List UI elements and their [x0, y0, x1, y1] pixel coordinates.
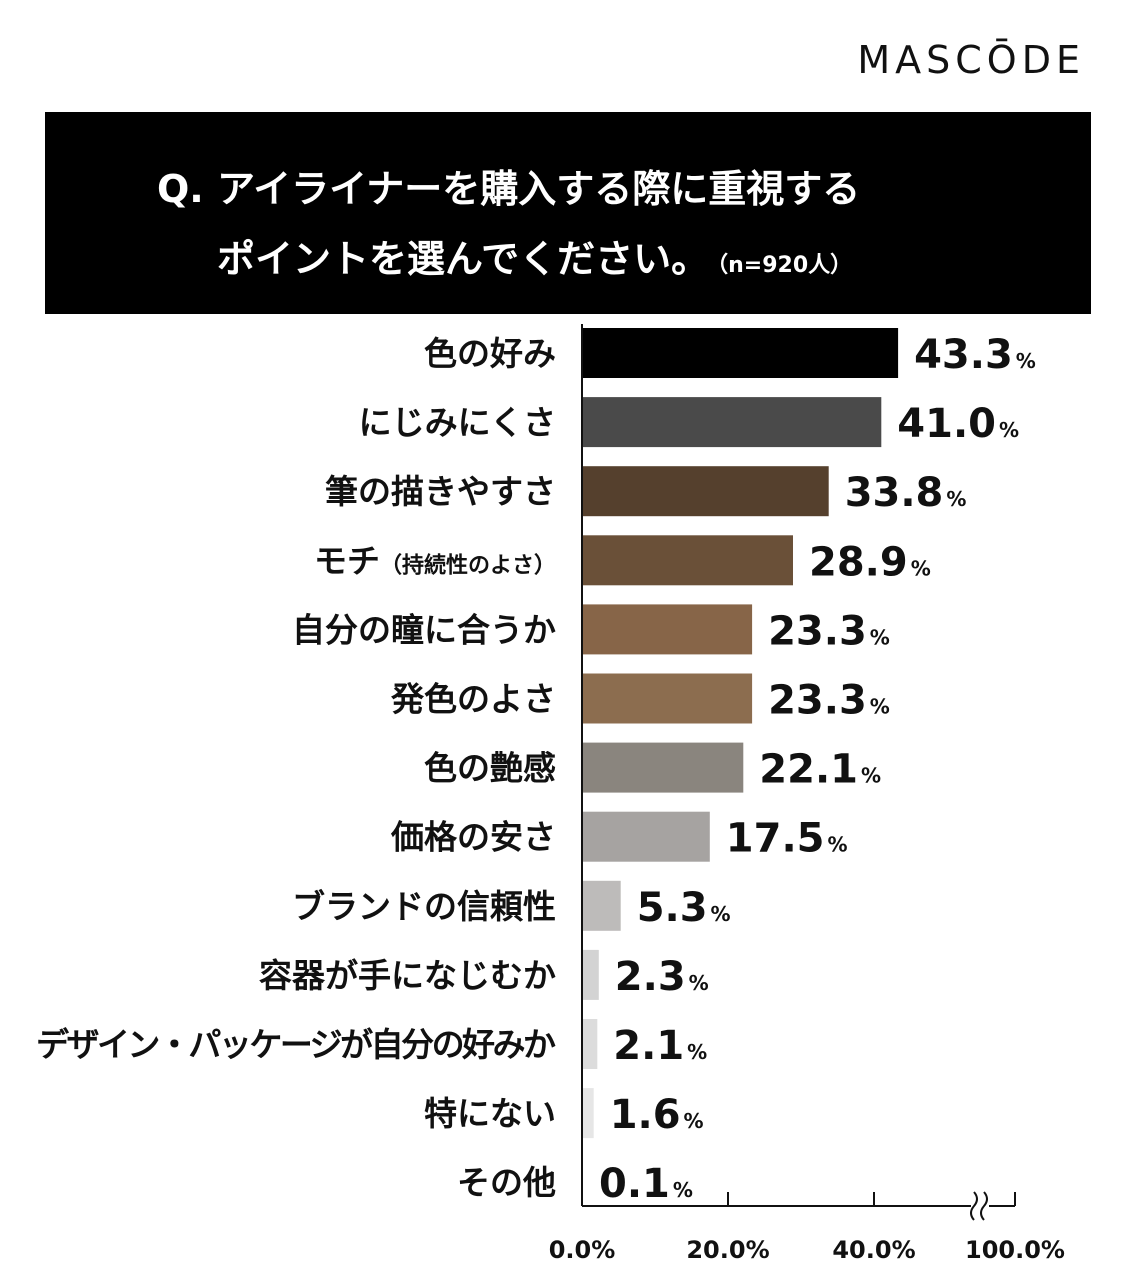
- value-unit-10: %: [689, 971, 709, 995]
- category-main-12: 特にない: [424, 1094, 556, 1133]
- bar-2: [582, 397, 882, 448]
- value-label-7: 22.1%: [759, 747, 881, 793]
- category-main-7: 色の艶感: [424, 749, 556, 788]
- value-label-5: 23.3%: [768, 608, 890, 654]
- category-main-3: 筆の描きやすさ: [325, 472, 556, 511]
- value-number-1: 43.3: [914, 332, 1013, 378]
- category-main-1: 色の好み: [424, 334, 556, 373]
- category-label-11: デザイン・パッケージが自分の好みか: [36, 1025, 556, 1064]
- value-number-3: 33.8: [845, 470, 944, 516]
- value-label-8: 17.5%: [726, 816, 848, 862]
- category-main-2: にじみにくさ: [359, 403, 556, 442]
- value-label-6: 23.3%: [768, 678, 890, 724]
- category-label-10: 容器が手になじむか: [259, 956, 556, 995]
- category-label-2: にじみにくさ: [359, 403, 556, 442]
- bar-10: [582, 949, 599, 1000]
- bar-8: [582, 811, 710, 862]
- x-tick-label-4: 100.0%: [965, 1236, 1065, 1264]
- bar-9: [582, 880, 621, 931]
- value-unit-6: %: [870, 695, 890, 719]
- value-unit-4: %: [911, 556, 931, 580]
- bar-6: [582, 673, 753, 724]
- question-header: Q. アイライナーを購入する際に重視する ポイントを選んでください。 （n=920…: [45, 112, 1091, 314]
- x-tick-label-3: 40.0%: [832, 1236, 915, 1264]
- value-number-11: 2.1: [613, 1023, 684, 1069]
- category-main-8: 価格の安さ: [390, 818, 556, 857]
- bar-7: [582, 742, 744, 793]
- value-unit-8: %: [828, 833, 848, 857]
- category-label-4: モチ（持続性のよさ）: [314, 541, 556, 580]
- value-number-8: 17.5: [726, 816, 825, 862]
- category-main-10: 容器が手になじむか: [259, 956, 556, 995]
- value-unit-9: %: [711, 902, 731, 926]
- value-unit-7: %: [861, 764, 881, 788]
- category-main-11: デザイン・パッケージが自分の好みか: [36, 1025, 556, 1064]
- question-line-1: Q. アイライナーを購入する際に重視する: [157, 167, 861, 211]
- category-label-9: ブランドの信頼性: [292, 887, 556, 926]
- category-main-13: その他: [457, 1163, 556, 1202]
- category-label-3: 筆の描きやすさ: [325, 472, 556, 511]
- category-label-7: 色の艶感: [424, 749, 556, 788]
- value-number-7: 22.1: [759, 747, 858, 793]
- value-unit-13: %: [673, 1178, 693, 1202]
- bar-5: [582, 604, 753, 655]
- value-number-13: 0.1: [599, 1161, 670, 1207]
- value-number-10: 2.3: [615, 954, 686, 1000]
- x-tick-label-2: 20.0%: [686, 1236, 769, 1264]
- axis-break-mark-2: [980, 1191, 988, 1221]
- bar-11: [582, 1019, 598, 1069]
- question-line-2: ポイントを選んでください。 （n=920人）: [217, 228, 852, 283]
- x-tick-label-1: 0.0%: [549, 1236, 616, 1264]
- value-label-10: 2.3%: [615, 954, 709, 1000]
- category-sub-4: （持続性のよさ）: [380, 552, 556, 578]
- category-label-6: 発色のよさ: [391, 680, 556, 719]
- brand-logo: MASCŌDE: [857, 38, 1085, 82]
- axis-break-mark-1: [970, 1191, 978, 1221]
- value-label-9: 5.3%: [637, 885, 731, 931]
- value-unit-2: %: [999, 418, 1019, 442]
- sample-size: （n=920人）: [717, 253, 853, 278]
- value-label-4: 28.9%: [809, 539, 931, 585]
- category-main-5: 自分の瞳に合うか: [292, 610, 556, 649]
- category-label-5: 自分の瞳に合うか: [292, 610, 556, 649]
- value-number-5: 23.3: [768, 608, 867, 654]
- bar-1: [582, 328, 899, 378]
- question-line-2-text: ポイントを選んでください。: [217, 237, 710, 281]
- value-label-11: 2.1%: [613, 1023, 707, 1069]
- category-main-9: ブランドの信頼性: [292, 887, 556, 926]
- value-number-4: 28.9: [809, 539, 908, 585]
- value-label-2: 41.0%: [897, 401, 1019, 447]
- bar-3: [582, 466, 829, 517]
- category-main-6: 発色のよさ: [391, 680, 556, 719]
- value-number-6: 23.3: [768, 678, 867, 724]
- category-label-12: 特にない: [424, 1094, 556, 1133]
- value-unit-3: %: [946, 487, 966, 511]
- category-main-4: モチ: [314, 541, 380, 580]
- bar-12: [582, 1088, 594, 1139]
- category-label-8: 価格の安さ: [390, 818, 556, 857]
- value-unit-5: %: [870, 625, 890, 649]
- value-unit-12: %: [684, 1109, 704, 1133]
- value-label-1: 43.3%: [914, 332, 1036, 378]
- bar-4: [582, 535, 793, 586]
- value-label-12: 1.6%: [610, 1092, 704, 1138]
- value-number-12: 1.6: [610, 1092, 681, 1138]
- value-unit-1: %: [1016, 349, 1036, 373]
- value-number-9: 5.3: [637, 885, 708, 931]
- value-label-13: 0.1%: [599, 1161, 693, 1207]
- category-label-13: その他: [457, 1163, 556, 1202]
- value-label-3: 33.8%: [845, 470, 967, 516]
- category-label-1: 色の好み: [424, 334, 556, 373]
- value-unit-11: %: [687, 1040, 707, 1064]
- value-number-2: 41.0: [897, 401, 996, 447]
